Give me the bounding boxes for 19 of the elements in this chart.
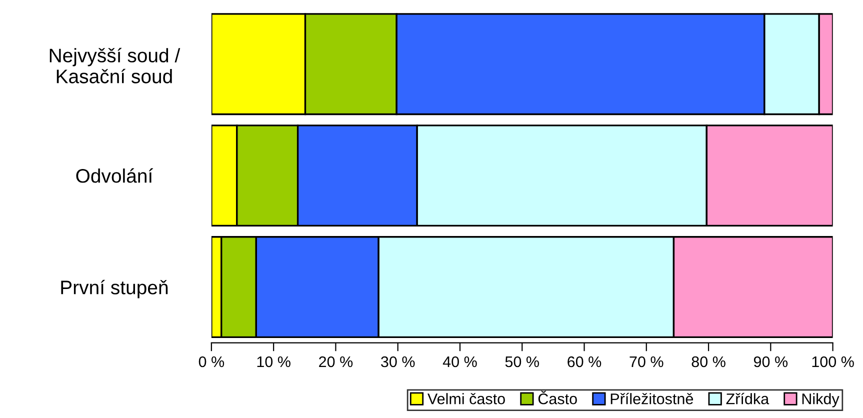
x-tick-label: 80 % <box>692 356 726 368</box>
y-tick-label: První stupeň <box>61 280 168 298</box>
x-tick-label: 90 % <box>754 356 788 368</box>
x-tick-label: 100 % <box>812 356 854 368</box>
x-tick-label: 10 % <box>257 356 290 368</box>
legend-label: Velmi často <box>428 393 505 404</box>
y-tick-label: Odvolání <box>76 168 154 183</box>
x-tick-label: 30 % <box>381 356 415 368</box>
x-tick-label: 40 % <box>442 356 477 368</box>
x-tick-label: 70 % <box>630 356 664 368</box>
x-tick-label: 60 % <box>568 356 602 368</box>
x-tick-label: 20 % <box>319 356 353 368</box>
legend-label: Zřídka <box>726 392 770 404</box>
x-tick-label: 0 % <box>198 356 224 368</box>
y-tick-label: Nejvyšší soud / Kasační soud <box>50 48 180 84</box>
legend-label: Nikdy <box>802 393 840 408</box>
legend-label: Často <box>538 390 577 404</box>
x-tick-label: 50 % <box>505 356 539 368</box>
legend-label: Příležitostně <box>610 392 694 404</box>
